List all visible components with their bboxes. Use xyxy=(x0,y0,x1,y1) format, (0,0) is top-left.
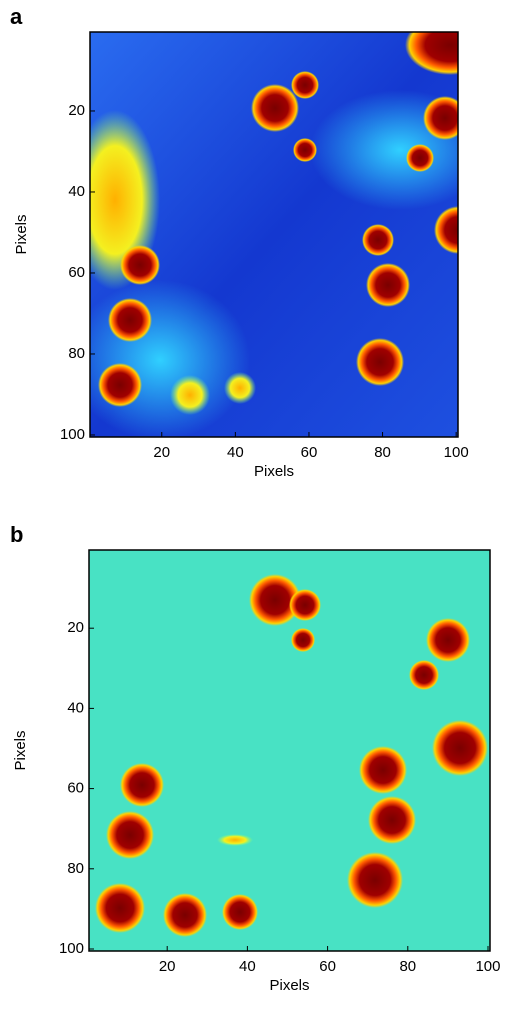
y-tick-label: 40 xyxy=(67,699,84,716)
heatmap-blob xyxy=(90,280,250,437)
y-tick-label: 100 xyxy=(60,426,85,443)
heatmap-blob xyxy=(120,763,164,807)
plot-frame xyxy=(88,549,491,952)
y-tick-label: 100 xyxy=(59,940,84,957)
heatmap-blob xyxy=(432,720,488,776)
x-tick-label: 80 xyxy=(374,444,391,461)
heatmap-blob xyxy=(222,894,258,930)
heatmap-blob xyxy=(291,71,319,99)
y-tick-label: 60 xyxy=(67,780,84,797)
heatmap-blob xyxy=(249,574,301,626)
y-tick-label: 80 xyxy=(68,345,85,362)
heatmap-blob xyxy=(120,245,160,285)
x-tick-label: 20 xyxy=(153,444,170,461)
heatmap-blob xyxy=(310,90,458,210)
heatmap-blob xyxy=(409,660,439,690)
heatmap-blob xyxy=(423,96,458,140)
y-tick-label: 20 xyxy=(68,102,85,119)
y-tick-label: 80 xyxy=(67,860,84,877)
heatmap-blob xyxy=(434,206,458,254)
x-tick-label: 100 xyxy=(444,444,469,461)
y-tick-label: 40 xyxy=(68,183,85,200)
y-tick-label: 20 xyxy=(67,619,84,636)
heatmap-blob xyxy=(108,298,152,342)
heatmap-blob xyxy=(224,372,256,404)
heatmap-blob xyxy=(293,138,317,162)
x-tick-label: 40 xyxy=(239,958,256,975)
y-tick-label: 60 xyxy=(68,264,85,281)
heatmap-blob xyxy=(170,375,210,415)
heatmap-blob xyxy=(362,224,394,256)
heatmap-blob xyxy=(405,32,458,75)
plot-frame xyxy=(89,31,459,438)
heatmap-blob xyxy=(366,263,410,307)
x-tick-label: 60 xyxy=(301,444,318,461)
panel-label: b xyxy=(10,522,23,547)
panel-label: a xyxy=(10,4,23,29)
heatmap-blob xyxy=(163,893,207,937)
heatmap-blob xyxy=(406,144,434,172)
heatmap-blob xyxy=(98,363,142,407)
heatmap-blob xyxy=(368,796,416,844)
heatmap-blob xyxy=(356,338,404,386)
x-axis-label: Pixels xyxy=(269,977,309,994)
x-tick-label: 60 xyxy=(319,958,336,975)
heatmap-image xyxy=(89,550,490,951)
y-axis-label: Pixels xyxy=(12,730,29,770)
x-axis-label: Pixels xyxy=(254,463,294,480)
x-tick-label: 80 xyxy=(399,958,416,975)
heatmap-blob xyxy=(289,589,321,621)
heatmap-blob xyxy=(90,110,160,290)
x-tick-label: 100 xyxy=(475,958,500,975)
heatmap-blob xyxy=(251,84,299,132)
heatmap-blob xyxy=(106,811,154,859)
heatmap-blob xyxy=(291,628,315,652)
heatmap-blob xyxy=(426,618,470,662)
x-tick-label: 20 xyxy=(159,958,176,975)
heatmap-blob xyxy=(217,834,253,846)
x-tick-label: 40 xyxy=(227,444,244,461)
y-axis-label: Pixels xyxy=(13,214,30,254)
heatmap-blob xyxy=(95,883,145,933)
heatmap-blob xyxy=(359,746,407,794)
heatmap-image xyxy=(90,32,458,437)
heatmap-blob xyxy=(347,852,403,908)
